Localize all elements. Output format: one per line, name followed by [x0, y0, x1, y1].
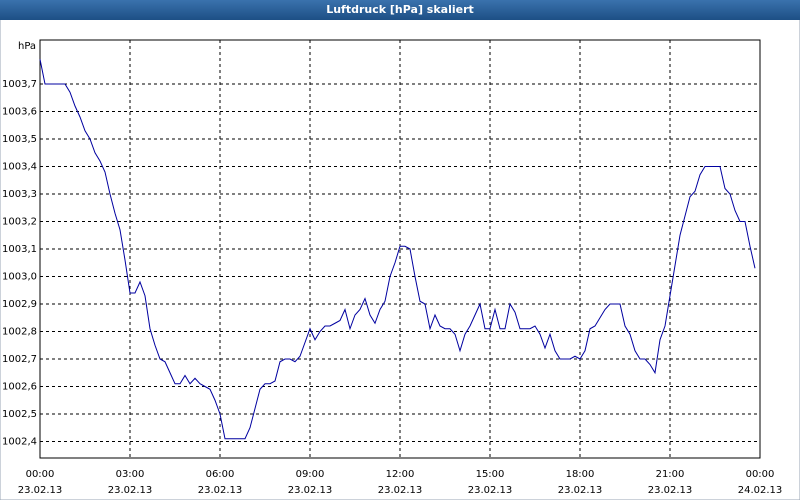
y-tick-label: 1002,6 — [2, 382, 37, 393]
y-tick-label: 1003,0 — [2, 272, 37, 283]
y-tick-label: 1003,6 — [2, 107, 37, 118]
x-tick-date: 23.02.13 — [558, 485, 603, 496]
line-series — [39, 59, 756, 440]
x-tick-date: 23.02.13 — [108, 485, 153, 496]
y-unit: hPa — [18, 41, 36, 52]
x-tick-label: 00:00 — [746, 469, 775, 480]
x-tick-date: 23.02.13 — [18, 485, 63, 496]
y-tick-label: 1003,5 — [2, 134, 37, 145]
x-tick-label: 21:00 — [656, 469, 685, 480]
x-tick-label: 18:00 — [566, 469, 595, 480]
y-tick-label: 1002,8 — [2, 327, 37, 338]
y-tick-label: 1003,3 — [2, 189, 37, 200]
chart-title: Luftdruck [hPa] skaliert — [326, 3, 474, 16]
title-bar — [0, 0, 800, 20]
y-tick-label: 1002,5 — [2, 409, 37, 420]
x-tick-date: 23.02.13 — [198, 485, 243, 496]
y-tick-label: 1002,7 — [2, 354, 37, 365]
x-tick-label: 12:00 — [386, 469, 415, 480]
y-tick-label: 1002,9 — [2, 299, 37, 310]
x-tick-date: 23.02.13 — [288, 485, 333, 496]
x-tick-label: 03:00 — [116, 469, 145, 480]
y-tick-label: 1003,2 — [2, 217, 37, 228]
x-tick-label: 09:00 — [296, 469, 325, 480]
x-tick-date: 23.02.13 — [648, 485, 693, 496]
x-tick-label: 00:00 — [26, 469, 55, 480]
y-tick-label: 1003,4 — [2, 162, 37, 173]
y-tick-label: 1002,4 — [2, 437, 37, 448]
y-tick-label: 1003,7 — [2, 79, 37, 90]
x-tick-label: 15:00 — [476, 469, 505, 480]
y-tick-label: 1003,1 — [2, 244, 37, 255]
x-tick-date: 23.02.13 — [378, 485, 423, 496]
x-tick-date: 24.02.13 — [738, 485, 783, 496]
x-tick-label: 06:00 — [206, 469, 235, 480]
x-tick-date: 23.02.13 — [468, 485, 513, 496]
